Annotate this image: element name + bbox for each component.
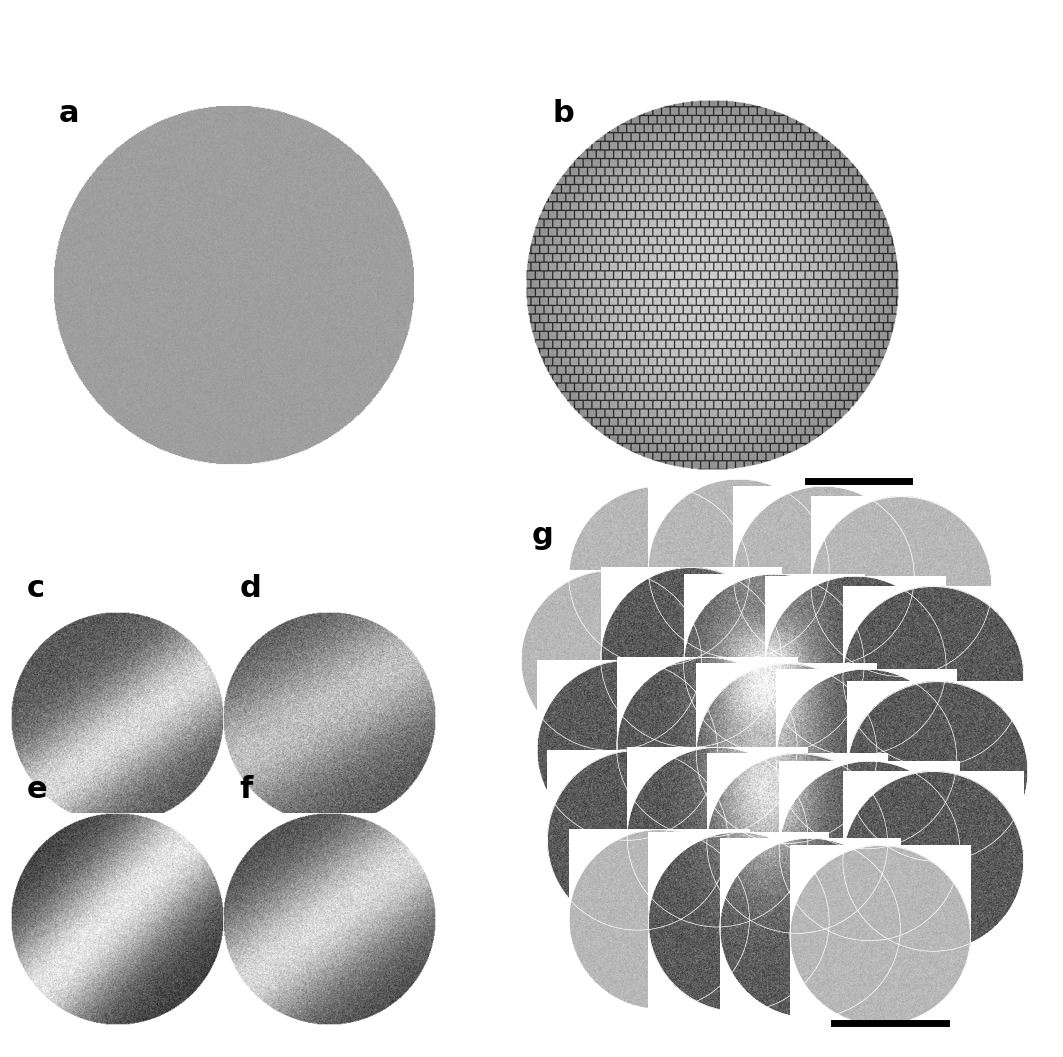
Text: f: f	[239, 775, 252, 804]
Text: g: g	[532, 521, 553, 551]
Text: e: e	[27, 775, 47, 804]
Text: b: b	[553, 98, 574, 128]
Text: a: a	[58, 98, 79, 128]
Text: d: d	[239, 574, 260, 604]
Text: c: c	[27, 574, 45, 604]
